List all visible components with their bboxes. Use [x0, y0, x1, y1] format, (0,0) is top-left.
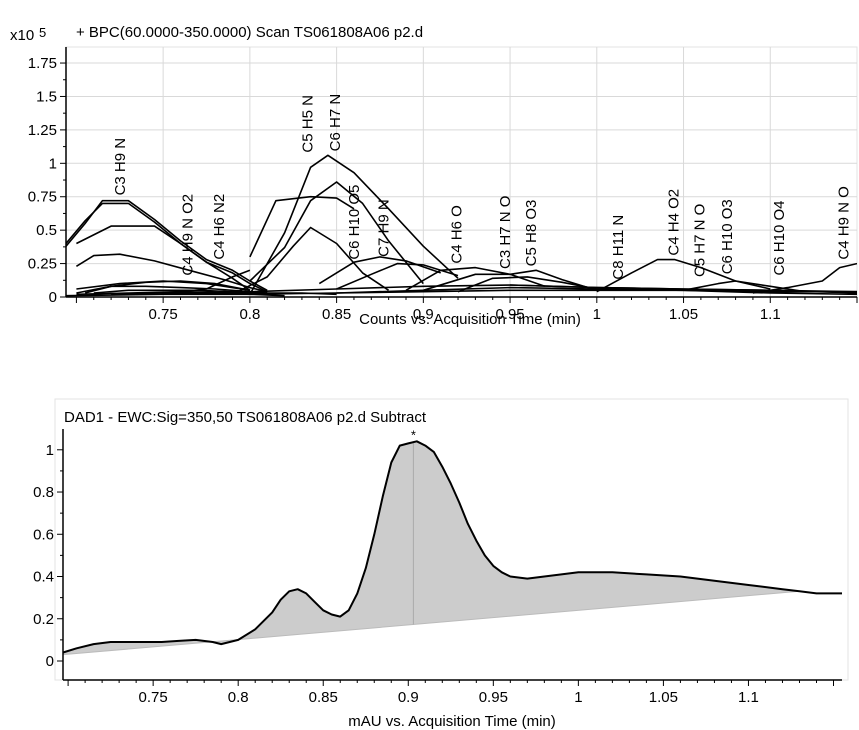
y-tick-label: 0.75	[28, 189, 57, 206]
series-line	[66, 202, 268, 293]
chart-1-multiplier: x10	[10, 27, 34, 44]
x-tick-label: 0.8	[228, 689, 249, 706]
compound-labels: C3 H9 N C4 H9 N O2 C4 H6 N2 C5 H5 N C6 H7 N C…	[112, 94, 852, 280]
x-tick-label: 0.85	[309, 689, 338, 706]
series-line	[405, 266, 546, 291]
chart-2-x-axis-label: mAU vs. Acquisition Time (min)	[348, 713, 556, 730]
signal-line	[62, 440, 842, 654]
series-line	[232, 226, 390, 296]
x-tick-label: 0.9	[398, 689, 419, 706]
x-tick-label: 0.95	[495, 306, 524, 323]
bpc-chromatogram-chart: 0.75 0.8 0.85 0.9 0.95 1 1.05 1.1 0 0.25 0.5 0.75 1 1…	[10, 24, 858, 328]
series-line	[336, 262, 459, 290]
axes: 0.75 0.8 0.85 0.9 0.95 1 1.05 1.1 0 0.25 0.5 0.75 1 1…	[28, 47, 858, 323]
compound-label: C4 H6 N2	[211, 194, 228, 260]
y-tick-label: 0.25	[28, 256, 57, 273]
series-group	[66, 154, 857, 297]
y-tick-label: 0.6	[33, 526, 54, 543]
compound-label: C4 H9 N O	[835, 186, 852, 259]
y-tick-label: 0.5	[36, 222, 57, 239]
compound-label: C6 H7 N	[327, 94, 344, 152]
y-tick-label: 1	[49, 155, 57, 172]
y-tick-label: 0	[49, 289, 57, 306]
dad-signal-chart: 0.75 0.8 0.85 0.9 0.95 1 1.05 1.1 0 0.2 0.4 0.6 0.8 1…	[33, 398, 849, 730]
y-tick-label: 1.75	[28, 55, 57, 72]
compound-label: C5 H7 N O	[691, 204, 708, 277]
series-line	[510, 284, 857, 293]
series-line	[249, 154, 459, 295]
y-tick-label: 0.4	[33, 569, 54, 586]
compound-label: C5 H5 N	[299, 95, 316, 153]
compound-label: C3 H9 N	[112, 138, 129, 196]
series-line	[75, 253, 268, 293]
x-tick-label: 0.75	[149, 306, 178, 323]
x-tick-label: 1	[593, 306, 601, 323]
series-line	[336, 286, 857, 296]
x-tick-label: 0.85	[322, 306, 351, 323]
compound-label: C6 H10 O5	[346, 185, 363, 260]
series-line	[457, 276, 597, 293]
chart-1-multiplier-exp: 5	[39, 25, 46, 40]
series-line	[752, 262, 857, 294]
x-tick-label: 1.05	[649, 689, 678, 706]
series-line	[76, 280, 251, 292]
series-line	[249, 181, 424, 285]
compound-label: C7 H9 N	[376, 199, 393, 257]
peak-marker: *	[411, 427, 416, 442]
series-line	[423, 269, 598, 292]
x-tick-label: 1.1	[738, 689, 759, 706]
x-tick-label: 1.1	[760, 306, 781, 323]
series-line	[249, 195, 355, 258]
y-tick-label: 1	[46, 442, 54, 459]
x-tick-label: 1	[574, 689, 582, 706]
chart-2-title: DAD1 - EWC:Sig=350,50 TS061808A06 p2.d S…	[64, 409, 427, 426]
x-tick-label: 1.05	[669, 306, 698, 323]
series-group	[62, 440, 842, 654]
integrated-area	[63, 441, 800, 655]
compound-label: C3 H7 N O	[497, 196, 514, 269]
y-tick-label: 0.8	[33, 484, 54, 501]
compound-label: C5 H8 O3	[523, 200, 540, 267]
y-tick-label: 0	[46, 653, 54, 670]
y-tick-label: 0.2	[33, 611, 54, 628]
compound-label: C4 H9 N O2	[180, 194, 197, 276]
x-tick-label: 0.75	[139, 689, 168, 706]
chart-1-title: + BPC(60.0000-350.0000) Scan TS061808A06…	[76, 24, 423, 41]
baseline	[62, 590, 800, 656]
compound-label: C8 H11 N	[610, 215, 627, 280]
series-line	[76, 225, 251, 291]
area-fill	[54, 398, 849, 681]
compound-label: C6 H10 O4	[771, 201, 788, 276]
y-tick-label: 1.5	[36, 88, 57, 105]
x-tick-label: 0.9	[413, 306, 434, 323]
compound-label: C4 H4 O2	[665, 189, 682, 256]
x-tick-label: 0.8	[239, 306, 260, 323]
axes: 0.75 0.8 0.85 0.9 0.95 1 1.05 1.1 0 0.2 0.4 0.6 0.8 1	[33, 429, 842, 706]
x-tick-label: 0.95	[479, 689, 508, 706]
y-tick-label: 1.25	[28, 122, 57, 139]
chart-1-x-axis-label: Counts vs. Acquisition Time (min)	[359, 311, 581, 328]
compound-label: C6 H10 O3	[719, 199, 736, 274]
compound-label: C4 H6 O	[448, 205, 465, 263]
series-line	[128, 269, 251, 296]
